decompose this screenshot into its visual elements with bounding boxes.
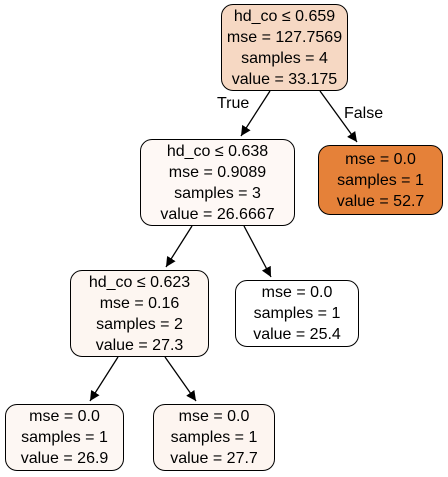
- node-samples: samples = 1: [170, 429, 258, 446]
- node-mse: mse = 0.16: [99, 294, 180, 312]
- node-mse: mse = 127.7569: [226, 28, 343, 46]
- node-samples: samples = 2: [96, 315, 183, 333]
- edge-label-false: False: [344, 105, 384, 122]
- tree-leaf-right: mse = 0.0 samples = 1 value = 52.7: [318, 145, 443, 215]
- tree-node-left: hd_co ≤ 0.638 mse = 0.9089 samples = 3 v…: [140, 139, 295, 226]
- node-value: value = 27.7: [170, 450, 258, 467]
- node-mse: mse = 0.0: [178, 408, 250, 425]
- tree-leaf-left-right: mse = 0.0 samples = 1 value = 25.4: [235, 280, 359, 347]
- edge-n1-to-n3: [165, 225, 193, 268]
- node-mse: mse = 0.0: [345, 150, 416, 168]
- node-value: value = 25.4: [253, 326, 341, 343]
- node-samples: samples = 4: [241, 49, 328, 67]
- node-mse: mse = 0.0: [261, 284, 333, 301]
- edge-label-true: True: [217, 95, 250, 112]
- node-samples: samples = 1: [21, 429, 108, 446]
- edge-root-to-right: [319, 90, 358, 143]
- node-samples: samples = 1: [337, 171, 424, 189]
- node-samples: samples = 1: [253, 305, 341, 322]
- node-mse: mse = 0.0: [29, 408, 100, 425]
- tree-leaf-left-left-right: mse = 0.0 samples = 1 value = 27.7: [153, 404, 275, 471]
- node-value: value = 26.9: [20, 450, 109, 467]
- edge-n1-to-n4: [243, 225, 272, 278]
- edge-n3-to-n5: [89, 356, 119, 402]
- tree-leaf-left-left-left: mse = 0.0 samples = 1 value = 26.9: [5, 404, 124, 471]
- node-samples: samples = 3: [174, 184, 261, 202]
- node-value: value = 52.7: [336, 192, 425, 210]
- node-split-condition: hd_co ≤ 0.638: [166, 142, 269, 160]
- tree-node-root: hd_co ≤ 0.659 mse = 127.7569 samples = 4…: [221, 4, 348, 91]
- node-value: value = 27.3: [95, 336, 184, 354]
- edge-n3-to-n6: [164, 356, 197, 402]
- node-split-condition: hd_co ≤ 0.659: [233, 7, 336, 25]
- tree-node-left-left: hd_co ≤ 0.623 mse = 0.16 samples = 2 val…: [70, 270, 209, 357]
- node-mse: mse = 0.9089: [168, 163, 267, 181]
- node-value: value = 26.6667: [160, 205, 275, 223]
- node-split-condition: hd_co ≤ 0.623: [88, 273, 191, 291]
- node-value: value = 33.175: [231, 70, 338, 88]
- edge-root-to-left: [240, 90, 271, 137]
